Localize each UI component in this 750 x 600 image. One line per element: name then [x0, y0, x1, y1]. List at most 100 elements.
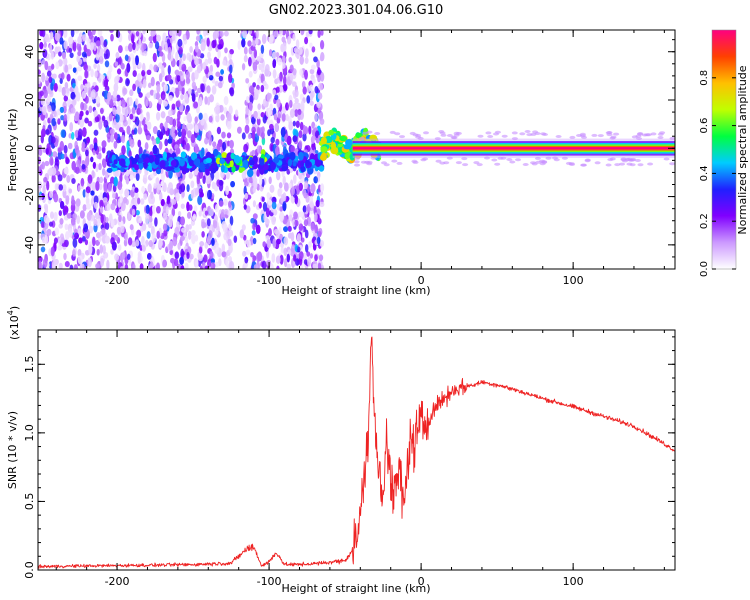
noise-speck: [99, 192, 104, 200]
noise-speck: [156, 34, 161, 42]
noise-speck: [146, 92, 151, 99]
noise-speck: [229, 49, 234, 55]
noise-speck: [190, 189, 195, 200]
noise-speck: [279, 254, 284, 265]
noise-speck: [214, 204, 219, 213]
noise-speck: [280, 246, 285, 254]
noise-speck: [303, 259, 308, 265]
noise-speck: [303, 192, 308, 199]
noise-speck: [94, 212, 100, 220]
noise-speck: [307, 256, 312, 267]
noise-speck: [237, 40, 241, 50]
noise-speck: [272, 69, 277, 79]
noise-speck: [134, 79, 140, 88]
noise-speck: [311, 46, 316, 53]
carrier-band: [352, 147, 675, 150]
noise-speck: [304, 229, 309, 239]
noise-speck: [69, 121, 74, 132]
noise-speck: [243, 234, 247, 241]
signal-blob: [188, 160, 195, 167]
noise-speck: [142, 43, 147, 50]
noise-speck: [66, 87, 70, 94]
noise-speck: [134, 239, 140, 247]
spectrogram-x-axis-label: Height of straight line (km): [281, 284, 430, 297]
noise-speck: [223, 95, 229, 106]
noise-speck: [270, 136, 275, 144]
noise-speck: [96, 248, 100, 256]
carrier-halo: [509, 160, 516, 164]
noise-speck: [194, 124, 199, 134]
noise-speck: [74, 111, 80, 122]
noise-speck: [319, 201, 325, 208]
noise-speck: [145, 215, 149, 225]
noise-speck: [86, 136, 90, 144]
noise-speck: [188, 204, 193, 211]
noise-speck: [289, 99, 293, 108]
noise-speck: [252, 82, 256, 88]
noise-speck: [194, 187, 199, 196]
noise-speck: [202, 261, 206, 269]
noise-speck: [124, 45, 129, 52]
noise-speck: [289, 64, 294, 73]
noise-speck: [159, 131, 163, 140]
noise-speck: [248, 56, 252, 67]
noise-speck: [268, 35, 274, 44]
noise-speck: [38, 148, 43, 156]
noise-speck: [303, 182, 308, 190]
noise-speck: [99, 206, 104, 214]
noise-speck: [166, 74, 172, 81]
noise-speck: [160, 91, 166, 101]
noise-speck: [277, 113, 282, 119]
noise-speck: [252, 200, 257, 208]
noise-speck: [93, 195, 99, 205]
noise-speck: [202, 62, 207, 70]
noise-speck: [88, 105, 93, 114]
noise-speck: [81, 163, 86, 170]
signal-blob: [138, 157, 144, 164]
noise-speck: [178, 46, 183, 55]
noise-speck: [109, 30, 114, 33]
noise-speck: [294, 89, 299, 98]
noise-speck: [141, 223, 147, 231]
noise-speck: [58, 184, 64, 191]
noise-speck: [317, 218, 322, 225]
spectrogram-y-ticks: -40 -20 0 20 40: [23, 39, 675, 270]
noise-speck: [41, 161, 46, 170]
noise-speck: [208, 74, 214, 81]
noise-speck: [288, 121, 293, 131]
noise-speck: [166, 195, 171, 205]
noise-speck: [150, 76, 155, 87]
noise-speck: [147, 183, 152, 194]
noise-speck: [198, 112, 203, 121]
noise-speck: [120, 201, 126, 212]
noise-speck: [146, 112, 150, 122]
noise-speck: [316, 236, 321, 245]
noise-speck: [59, 200, 65, 210]
noise-speck: [216, 126, 222, 135]
carrier-halo: [412, 160, 419, 164]
noise-speck: [182, 53, 187, 61]
noise-speck: [103, 39, 108, 48]
noise-speck: [293, 174, 297, 184]
signal-blob: [259, 157, 265, 166]
noise-speck: [264, 63, 270, 75]
noise-speck: [198, 210, 202, 217]
carrier-halo: [532, 130, 539, 134]
noise-speck: [294, 220, 299, 227]
noise-speck: [160, 174, 165, 182]
noise-speck: [71, 216, 76, 226]
y-tick-label: 40: [23, 45, 36, 59]
noise-speck: [290, 232, 295, 242]
noise-speck: [187, 130, 192, 139]
noise-speck: [76, 215, 81, 224]
noise-speck: [51, 167, 57, 176]
noise-speck: [252, 213, 258, 220]
noise-speck: [273, 113, 278, 121]
signal-blob: [212, 148, 219, 157]
noise-speck: [137, 254, 141, 264]
noise-speck: [148, 216, 153, 223]
noise-speck: [175, 51, 179, 61]
noise-speck: [129, 89, 134, 97]
noise-speck: [126, 62, 131, 73]
noise-speck: [105, 216, 109, 223]
